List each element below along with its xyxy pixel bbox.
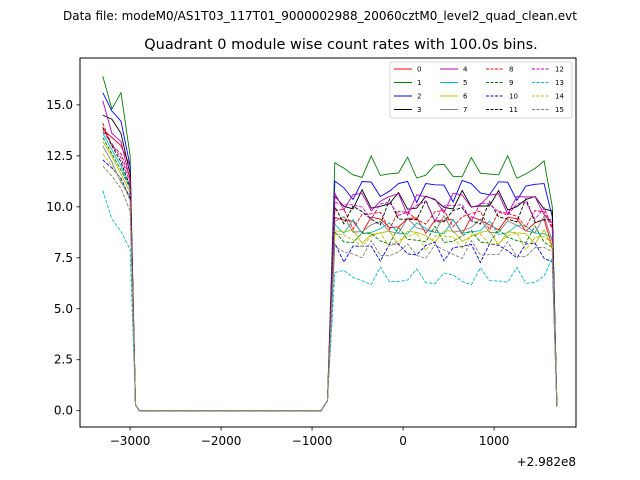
y-tick-label: 10.0	[46, 200, 73, 214]
x-tick-label: −2000	[201, 434, 242, 448]
series-line-14	[102, 153, 558, 412]
y-tick-label: 12.5	[46, 149, 73, 163]
x-tick-label: 1000	[479, 434, 510, 448]
x-axis: −3000 −2000 −1000 0 1000	[110, 427, 510, 448]
series-line-10	[102, 159, 558, 412]
legend-label-8: 8	[509, 66, 513, 74]
y-tick-label: 5.0	[54, 302, 73, 316]
series-line-7	[102, 145, 558, 412]
legend-label-12: 12	[555, 66, 564, 74]
legend-label-10: 10	[509, 93, 518, 101]
legend-label-13: 13	[555, 79, 564, 87]
legend-label-0: 0	[417, 66, 421, 74]
x-tick-label: −1000	[292, 434, 333, 448]
y-tick-label: 2.5	[54, 353, 73, 367]
series-line-9	[102, 137, 558, 412]
y-axis: 0.0 2.5 5.0 7.5 10.0 12.5 15.0	[46, 98, 80, 418]
chart-title: Quadrant 0 module wise count rates with …	[144, 37, 538, 53]
legend-label-4: 4	[463, 66, 468, 74]
series-line-13	[102, 190, 558, 412]
series-line-11	[102, 127, 558, 412]
legend-label-1: 1	[417, 79, 421, 87]
plot-frame	[79, 57, 577, 428]
series-lines	[102, 76, 558, 412]
legend-label-7: 7	[463, 106, 467, 114]
series-line-5	[102, 133, 558, 412]
legend-label-6: 6	[463, 93, 468, 101]
data-file-suptitle: Data file: modeM0/AS1T03_117T01_90000029…	[63, 9, 577, 23]
series-line-6	[102, 141, 558, 412]
y-tick-label: 15.0	[46, 98, 73, 112]
y-tick-label: 7.5	[54, 251, 73, 265]
series-line-15	[102, 165, 558, 412]
legend-label-11: 11	[509, 106, 518, 114]
series-line-12	[102, 131, 558, 412]
x-tick-label: −3000	[110, 434, 151, 448]
series-line-0	[102, 129, 558, 412]
legend-label-15: 15	[555, 106, 564, 114]
legend-label-14: 14	[555, 93, 564, 101]
series-line-2	[102, 92, 558, 412]
x-offset-label: +2.982e8	[517, 455, 576, 469]
series-line-8	[102, 123, 558, 412]
y-tick-label: 0.0	[54, 404, 73, 418]
legend-label-2: 2	[417, 93, 421, 101]
legend-label-9: 9	[509, 79, 513, 87]
x-tick-label: 0	[399, 434, 407, 448]
legend-label-5: 5	[463, 79, 467, 87]
legend-label-3: 3	[417, 106, 421, 114]
legend-box	[389, 61, 573, 119]
